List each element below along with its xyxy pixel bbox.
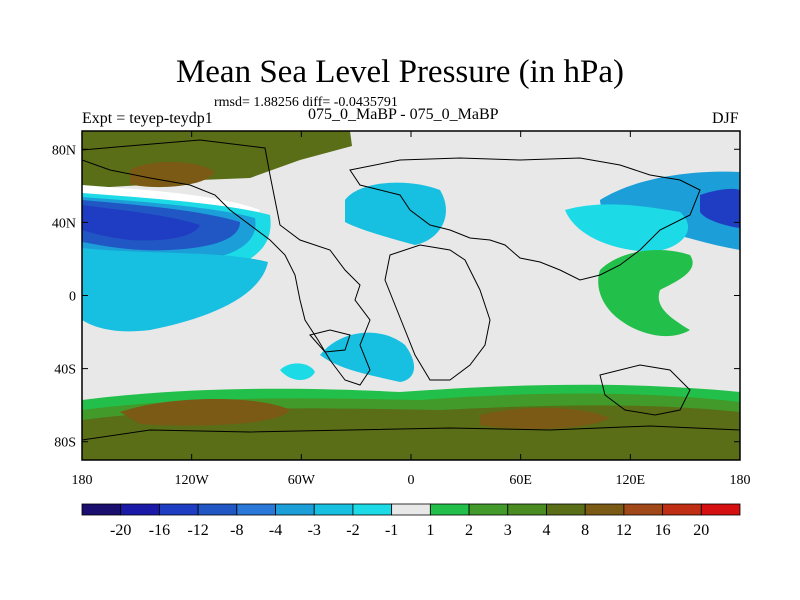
region-indian-ocean-positive [598, 250, 693, 337]
colorbar-swatch [391, 503, 431, 516]
region-north-atlantic-negative [345, 182, 446, 245]
x-tick-label: 180 [730, 473, 751, 488]
pressure-field [82, 131, 740, 460]
colorbar-swatch [700, 503, 741, 516]
colorbar-swatch [236, 503, 276, 516]
colorbar-label: -2 [346, 522, 359, 539]
x-tick-label: 180 [72, 473, 93, 488]
chart-title: Mean Sea Level Pressure (in hPa) [175, 54, 625, 90]
stats-text: rmsd= 1.88256 diff= -0.0435791 [214, 95, 398, 110]
region-white-band [82, 185, 260, 214]
colorbar-label: 20 [693, 522, 709, 539]
colorbar-label: 12 [616, 522, 632, 539]
season-label: DJF [712, 110, 739, 127]
colorbar-swatch [313, 503, 354, 516]
x-axis: 180 120W 60W 0 60E 120E 180 [72, 131, 751, 488]
y-tick-label: 40N [52, 216, 76, 231]
colorbar-swatch [546, 503, 586, 516]
colorbar-label: -4 [269, 522, 282, 539]
colorbar-swatch [507, 503, 547, 516]
region-east-pacific-negative-core [700, 188, 740, 228]
region-south-pacific-negative [280, 363, 315, 380]
colorbar-label: -20 [110, 522, 131, 539]
colorbar-label: 8 [581, 522, 589, 539]
x-tick-label: 120E [616, 473, 646, 488]
y-tick-label: 80S [54, 436, 76, 451]
colorbar-swatch [275, 503, 315, 516]
x-tick-label: 120W [175, 473, 210, 488]
region-south-atlantic-negative [320, 332, 415, 382]
colorbar-swatch [584, 503, 625, 516]
colorbar-swatch [120, 503, 160, 516]
colorbar-label: -3 [308, 522, 321, 539]
region-north-pacific-negative-core [82, 205, 200, 241]
x-tick-label: 60W [288, 473, 316, 488]
y-tick-label: 80N [52, 143, 76, 158]
colorbar-label: 2 [465, 522, 473, 539]
colorbar-label: -16 [149, 522, 170, 539]
colorbar-label: 4 [542, 522, 550, 539]
y-tick-label: 0 [69, 290, 76, 305]
coastlines [82, 139, 740, 441]
colorbar-swatch [468, 503, 509, 516]
colorbar: -20 -16 -12 -8 -4 -3 -2 -1 1 2 3 4 8 12 16 20 [81, 503, 741, 539]
colorbar-swatch [352, 503, 393, 516]
colorbar-swatch [159, 503, 199, 516]
colorbar-swatch [81, 503, 122, 516]
map-plot-area [81, 130, 741, 461]
experiment-label: Expt = teyep-teydp1 [82, 110, 213, 127]
y-axis: 80N 40N 0 40S 80S [52, 143, 740, 451]
region-southern-ocean-core-east [480, 407, 610, 430]
colorbar-label: -12 [187, 522, 208, 539]
colorbar-swatch [429, 503, 470, 516]
chart-subtitle: 075_0_MaBP - 075_0_MaBP [308, 106, 499, 123]
x-tick-label: 60E [509, 473, 532, 488]
colorbar-swatch [662, 503, 702, 516]
x-tick-label: 0 [408, 473, 415, 488]
colorbar-swatch [197, 503, 238, 516]
colorbar-label: 3 [504, 522, 512, 539]
region-east-pacific-outer [565, 204, 689, 252]
colorbar-label: 1 [426, 522, 434, 539]
region-north-pacific-positive-core [130, 161, 215, 188]
region-southern-ocean-core-west [120, 398, 290, 426]
region-north-pacific-subtropical [82, 248, 268, 332]
colorbar-label: -8 [230, 522, 243, 539]
colorbar-label: 16 [655, 522, 671, 539]
colorbar-swatch [623, 503, 663, 516]
colorbar-label: -1 [385, 522, 398, 539]
y-tick-label: 40S [54, 363, 76, 378]
